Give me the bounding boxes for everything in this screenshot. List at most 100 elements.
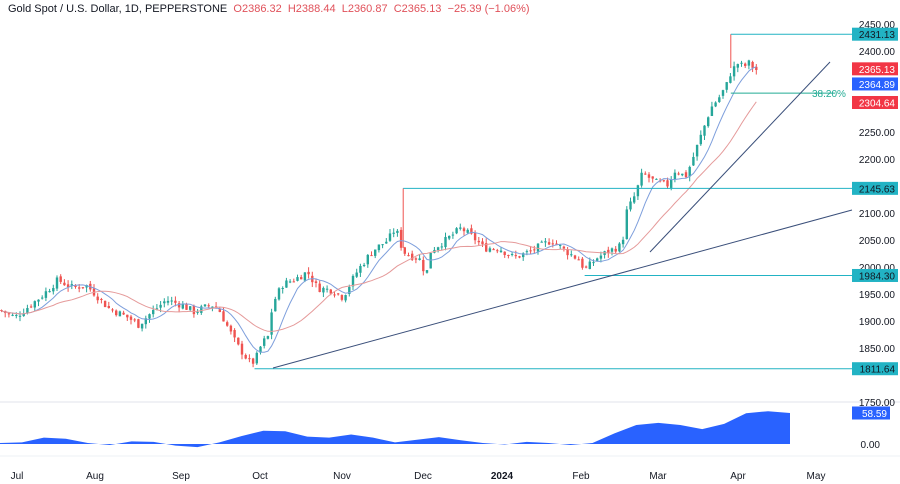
price-tick-label: 2450.00 — [859, 20, 896, 31]
candle — [644, 171, 647, 175]
time-tick-label: Dec — [414, 471, 432, 482]
candle-body — [448, 235, 451, 239]
candle — [496, 248, 499, 254]
candle — [274, 296, 277, 312]
candle-body — [33, 301, 36, 308]
candle-body — [466, 229, 469, 233]
candle-body — [177, 303, 181, 308]
candle-body — [66, 284, 70, 288]
candle — [129, 314, 133, 325]
candle — [744, 62, 747, 69]
candle — [736, 63, 739, 73]
candle — [70, 280, 73, 290]
candle — [462, 226, 466, 236]
candle-body — [377, 244, 381, 251]
candle-body — [403, 247, 406, 254]
candle-body — [503, 251, 506, 256]
candle — [318, 280, 321, 293]
candle — [22, 308, 25, 317]
candle — [488, 246, 492, 253]
candle — [692, 152, 695, 166]
candle — [344, 294, 347, 303]
candle — [163, 298, 166, 308]
candle-body — [751, 61, 754, 68]
candle-body — [499, 250, 503, 253]
candle — [240, 340, 244, 360]
candle — [322, 286, 325, 298]
candle-body — [414, 258, 418, 260]
candle — [359, 263, 362, 277]
candle — [133, 318, 136, 323]
candle-body — [185, 304, 188, 310]
candle — [288, 279, 292, 284]
candle-body — [385, 241, 388, 244]
candle — [44, 287, 48, 302]
candle — [684, 170, 688, 179]
candle-body — [137, 319, 140, 328]
candle — [533, 245, 536, 254]
candle-body — [710, 106, 714, 116]
candle — [440, 243, 443, 251]
candle-body — [270, 312, 273, 335]
candle-body — [577, 259, 580, 261]
symbol-title[interactable]: Gold Spot / U.S. Dollar, 1D, PEPPERSTONE — [8, 3, 228, 15]
candle-body — [107, 305, 110, 308]
candle-body — [159, 304, 162, 308]
candle — [681, 173, 684, 177]
candle-body — [411, 253, 414, 260]
candle — [314, 278, 318, 288]
candle-body — [755, 66, 758, 70]
candle — [555, 240, 558, 245]
candle — [729, 72, 732, 84]
candle — [237, 337, 240, 346]
candle-body — [148, 314, 151, 319]
price-tick-label: 2400.00 — [859, 47, 896, 58]
candle — [233, 328, 236, 343]
candle-body — [699, 134, 702, 145]
oscillator-area — [0, 411, 790, 448]
time-tick-label: 2024 — [491, 471, 514, 482]
candle-body — [274, 298, 277, 312]
candle — [244, 353, 247, 360]
candle — [411, 250, 414, 261]
level-price-badge — [852, 181, 898, 195]
candle — [107, 301, 110, 309]
candle — [625, 206, 628, 240]
candle-body — [555, 243, 558, 245]
candle-body — [551, 243, 554, 245]
candle-body — [536, 243, 540, 252]
candle-body — [540, 241, 543, 243]
candle-body — [610, 248, 614, 252]
candle-body — [740, 62, 743, 64]
candle — [429, 252, 432, 269]
candle-body — [322, 287, 325, 293]
candle — [381, 244, 384, 249]
oscillator-value-badge — [852, 406, 890, 420]
candle-body — [462, 228, 466, 232]
candle-body — [388, 233, 392, 241]
candle-body — [584, 266, 588, 268]
candle-body — [181, 304, 184, 309]
candle-body — [18, 315, 22, 317]
candle — [418, 254, 421, 261]
candle — [52, 284, 55, 295]
candle-body — [407, 255, 410, 257]
candle-body — [55, 277, 59, 289]
candle — [296, 274, 299, 282]
candle-body — [359, 265, 362, 273]
time-tick-label: Mar — [649, 471, 667, 482]
candle — [407, 252, 410, 257]
candle-body — [211, 306, 214, 308]
candle-body — [673, 172, 677, 180]
candle-body — [11, 314, 14, 316]
candle-body — [333, 294, 336, 296]
candle — [374, 249, 377, 259]
candle-body — [226, 322, 229, 326]
trendline-long — [272, 209, 853, 369]
candle — [507, 254, 510, 259]
candle — [118, 310, 122, 317]
candle — [651, 176, 654, 183]
price-tick-label: 2100.00 — [859, 209, 896, 220]
